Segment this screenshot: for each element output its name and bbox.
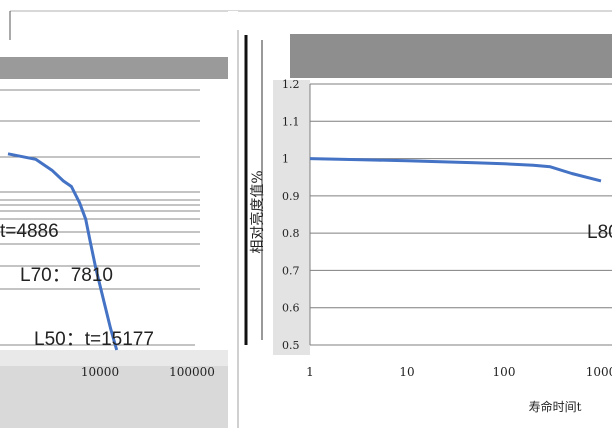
annotation-l80: L80	[587, 222, 612, 243]
left-chart: 10000 100000 t=4886 L70：7810 L50：t=15177	[0, 57, 228, 428]
right-series-line	[309, 157, 602, 183]
right-x-ticks: 1 10 100 1000	[306, 365, 612, 379]
right-y-tick-label: 1	[282, 153, 289, 166]
right-y-ticks: 0.5 0.6 0.7 0.8 0.9 1 1.1 1.2	[282, 78, 300, 352]
y-axis-label: 相对亮度值%	[249, 170, 266, 253]
right-grid	[309, 83, 612, 346]
left-annotation: t=4886	[0, 221, 59, 242]
right-chart: 0.5 0.6 0.7 0.8 0.9 1 1.1 1.2 1 10 100 1000 相对亮度值%…	[244, 34, 612, 414]
right-x-tick-label: 1000	[586, 365, 612, 379]
right-y-tick-label: 0.8	[282, 227, 300, 240]
right-y-tick-label: 0.7	[282, 264, 300, 277]
left-x-ticks: 10000 100000	[81, 365, 215, 379]
x-axis-label: 寿命时间t	[529, 399, 582, 414]
right-y-tick-label: 1.2	[282, 78, 300, 91]
right-x-tick-label: 1	[306, 365, 314, 379]
left-x-tick-label: 10000	[81, 365, 119, 379]
left-annotation: L70：7810	[20, 265, 113, 286]
right-title-band	[290, 34, 612, 78]
left-axis-strip	[0, 350, 228, 366]
right-yaxis-band	[273, 80, 310, 355]
right-y-tick-label: 0.9	[282, 190, 300, 203]
panel-gap	[228, 11, 238, 428]
left-series-line	[7, 152, 119, 351]
right-x-tick-label: 10	[399, 365, 414, 379]
right-y-tick-label: 1.1	[282, 115, 300, 128]
right-y-tick-label: 0.5	[282, 339, 300, 352]
left-annotation: L50：t=15177	[34, 329, 154, 350]
left-title-band	[0, 57, 228, 79]
left-x-tick-label: 100000	[169, 365, 215, 379]
left-grid	[0, 89, 200, 346]
left-annotations: t=4886 L70：7810 L50：t=15177	[0, 221, 154, 350]
right-y-tick-label: 0.6	[282, 302, 300, 315]
panel-divider	[237, 30, 239, 428]
right-x-tick-label: 100	[493, 365, 516, 379]
